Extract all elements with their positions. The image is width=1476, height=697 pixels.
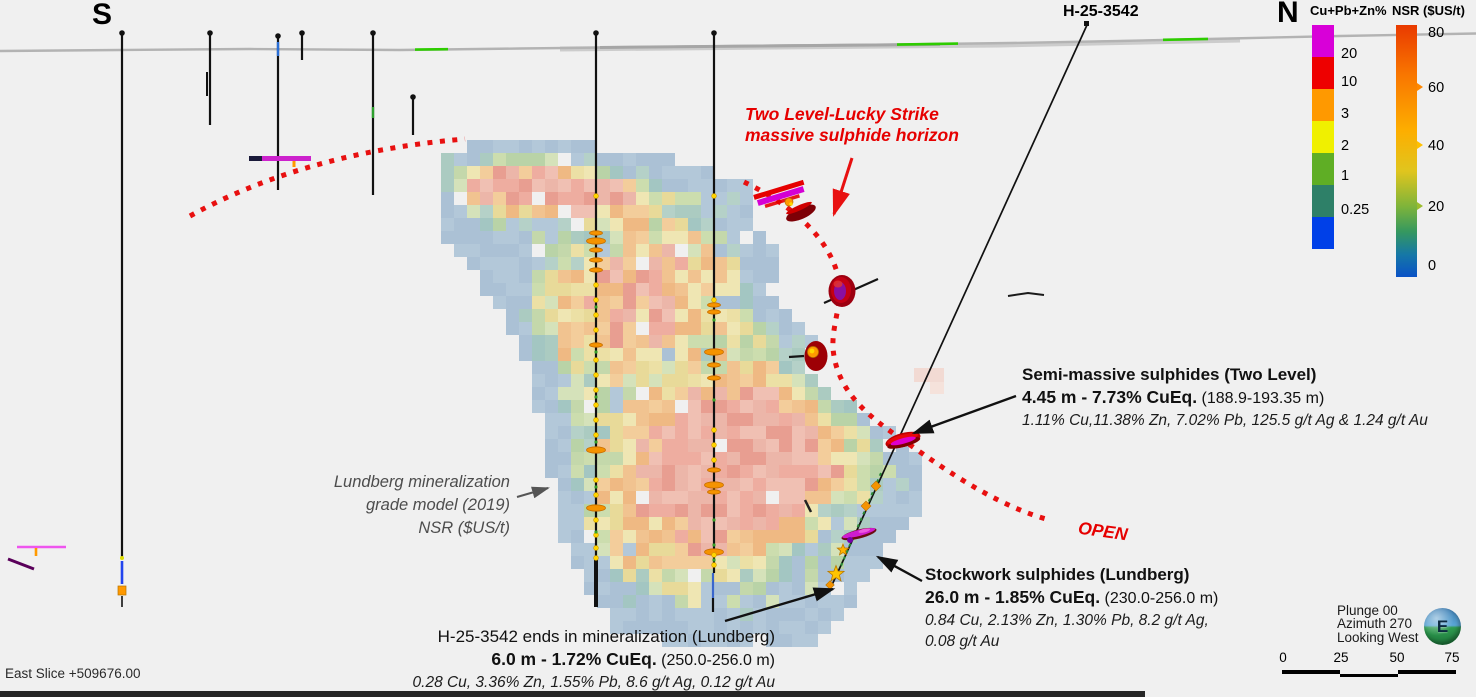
north-label: N <box>1277 0 1299 29</box>
scale-tick-50: 50 <box>1389 650 1405 665</box>
cupbzn-tick-2: 2 <box>1341 138 1350 154</box>
eoh-interval: 6.0 m - 1.72% CuEq. <box>491 649 657 669</box>
surface-topography-line <box>0 32 1476 53</box>
plunge-label: Plunge 00 <box>1337 603 1398 618</box>
nsr-legend: NSR ($US/t) 80 60 40 20 0 <box>1392 3 1476 288</box>
assay-interval-markers <box>586 193 724 568</box>
slice-status-label: East Slice +509676.00 <box>5 666 141 681</box>
semi-massive-disc <box>885 431 921 449</box>
drillhole-h253542 <box>831 21 1089 586</box>
cupbzn-color-block <box>1312 57 1334 89</box>
eoh-assays: 0.28 Cu, 3.36% Zn, 1.55% Pb, 8.6 g/t Ag,… <box>412 674 775 691</box>
cupbzn-color-block <box>1312 89 1334 121</box>
stockwork-assays-line1: 0.84 Cu, 2.13% Zn, 1.30% Pb, 8.2 g/t Ag, <box>925 612 1209 629</box>
surface-outcrop-segments <box>414 37 1209 51</box>
annotation-arrows <box>516 157 1017 623</box>
two-level-upper-disc <box>753 179 805 209</box>
cupbzn-color-block <box>1312 185 1334 217</box>
stockwork-annotation: Stockwork sulphides (Lundberg) 26.0 m - … <box>925 564 1218 652</box>
scale-segment-3 <box>1398 670 1456 674</box>
stockwork-title: Stockwork sulphides (Lundberg) <box>925 565 1190 584</box>
drillhole-id-label: H-25-3542 <box>1063 3 1139 20</box>
azimuth-label: Azimuth 270 <box>1337 616 1413 632</box>
nsr-tick-60: 60 <box>1428 80 1445 96</box>
cupbzn-legend: Cu+Pb+Zn% 20 10 3 2 1 0.25 <box>1308 3 1390 255</box>
scale-segment-1 <box>1282 670 1340 674</box>
scale-tick-0: 0 <box>1279 650 1287 665</box>
shallow-intersection-bar <box>249 156 311 161</box>
grade-model-line1: Lundberg mineralization <box>333 473 510 491</box>
semi-massive-title: Semi-massive sulphides (Two Level) <box>1022 365 1317 384</box>
nsr-legend-title: NSR ($US/t) <box>1392 3 1465 18</box>
drillhole-collar <box>275 33 281 39</box>
nsr-tick-20: 20 <box>1428 199 1445 215</box>
stockwork-range: (230.0-256.0 m) <box>1104 590 1219 607</box>
compass-orb[interactable]: E <box>1424 608 1461 645</box>
nsr-legend-bar <box>1396 25 1417 277</box>
stockwork-interval: 26.0 m - 1.85% CuEq. <box>925 587 1101 607</box>
horizon-annotation-line2: massive sulphide horizon <box>745 125 959 145</box>
eoh-arrow <box>724 587 836 623</box>
sulphide-intersection-discs <box>753 179 921 590</box>
drillhole-collar <box>410 94 416 100</box>
horizon-annotation-line1: Two Level-Lucky Strike <box>745 104 939 124</box>
cupbzn-tick-20: 20 <box>1341 46 1358 62</box>
semi-massive-interval: 4.45 m - 7.73% CuEq. <box>1022 387 1198 407</box>
horizon-annotation: Two Level-Lucky Strike massive sulphide … <box>745 104 959 146</box>
eoh-title: H-25-3542 ends in mineralization (Lundbe… <box>437 627 775 646</box>
eoh-range: (250.0-256.0 m) <box>661 652 775 669</box>
stockwork-assays-line2: 0.08 g/t Au <box>925 633 1000 650</box>
drillhole-collar <box>207 30 213 36</box>
stockwork-arrow <box>875 555 923 583</box>
drillhole-collar <box>119 30 125 36</box>
cupbzn-tick-1: 1 <box>1341 168 1350 184</box>
nsr-tick-0: 0 <box>1428 258 1437 274</box>
nsr-tick-40: 40 <box>1428 138 1445 154</box>
drillhole-collar <box>299 30 305 36</box>
grade-model-annotation: Lundberg mineralization grade model (201… <box>334 471 510 540</box>
nsr-tickmark-20 <box>1417 202 1423 210</box>
scale-bar: 0 25 50 75 <box>1276 650 1466 680</box>
semi-massive-assays: 1.11% Cu,11.38% Zn, 7.02% Pb, 125.5 g/t … <box>1022 412 1428 429</box>
drillhole-collar <box>711 30 717 36</box>
bottom-panel-edge <box>0 691 1145 697</box>
grade-model-heatmap <box>441 140 944 647</box>
south-label: S <box>92 0 113 31</box>
horizon-arrow <box>832 157 854 217</box>
cupbzn-tick-10: 10 <box>1341 74 1358 90</box>
semi-massive-annotation: Semi-massive sulphides (Two Level) 4.45 … <box>1022 364 1428 431</box>
nsr-tickmark-60 <box>1417 83 1423 91</box>
cupbzn-color-block <box>1312 217 1334 249</box>
semi-massive-range: (188.9-193.35 m) <box>1201 390 1325 407</box>
cupbzn-color-block <box>1312 25 1334 57</box>
cupbzn-color-block <box>1312 121 1334 153</box>
grade-model-line3: NSR ($US/t) <box>418 519 510 537</box>
semi-massive-arrow <box>911 394 1017 435</box>
grade-model-arrow <box>516 486 550 499</box>
cupbzn-tick-3: 3 <box>1341 106 1350 122</box>
scale-tick-75: 75 <box>1444 650 1460 665</box>
horizon-dotted-line <box>188 136 1047 522</box>
scale-segment-2 <box>1340 673 1398 677</box>
looking-label: Looking West <box>1337 629 1419 645</box>
drillhole-collar <box>370 30 376 36</box>
cupbzn-legend-bar <box>1312 25 1334 249</box>
cupbzn-legend-title: Cu+Pb+Zn% <box>1310 3 1387 18</box>
scale-tick-25: 25 <box>1333 650 1349 665</box>
nsr-tick-80: 80 <box>1428 25 1445 41</box>
compass-letter: E <box>1436 616 1449 636</box>
cupbzn-tick-025: 0.25 <box>1341 202 1370 218</box>
drillhole-collar <box>593 30 599 36</box>
grade-model-line2: grade model (2019) <box>365 496 510 514</box>
nsr-tickmark-40 <box>1417 141 1423 149</box>
eoh-annotation: H-25-3542 ends in mineralization (Lundbe… <box>413 626 775 693</box>
view-orientation-info: Plunge 00 Azimuth 270 Looking West <box>1337 603 1419 645</box>
cupbzn-color-block <box>1312 153 1334 185</box>
misc-trace-marks <box>7 156 1045 571</box>
